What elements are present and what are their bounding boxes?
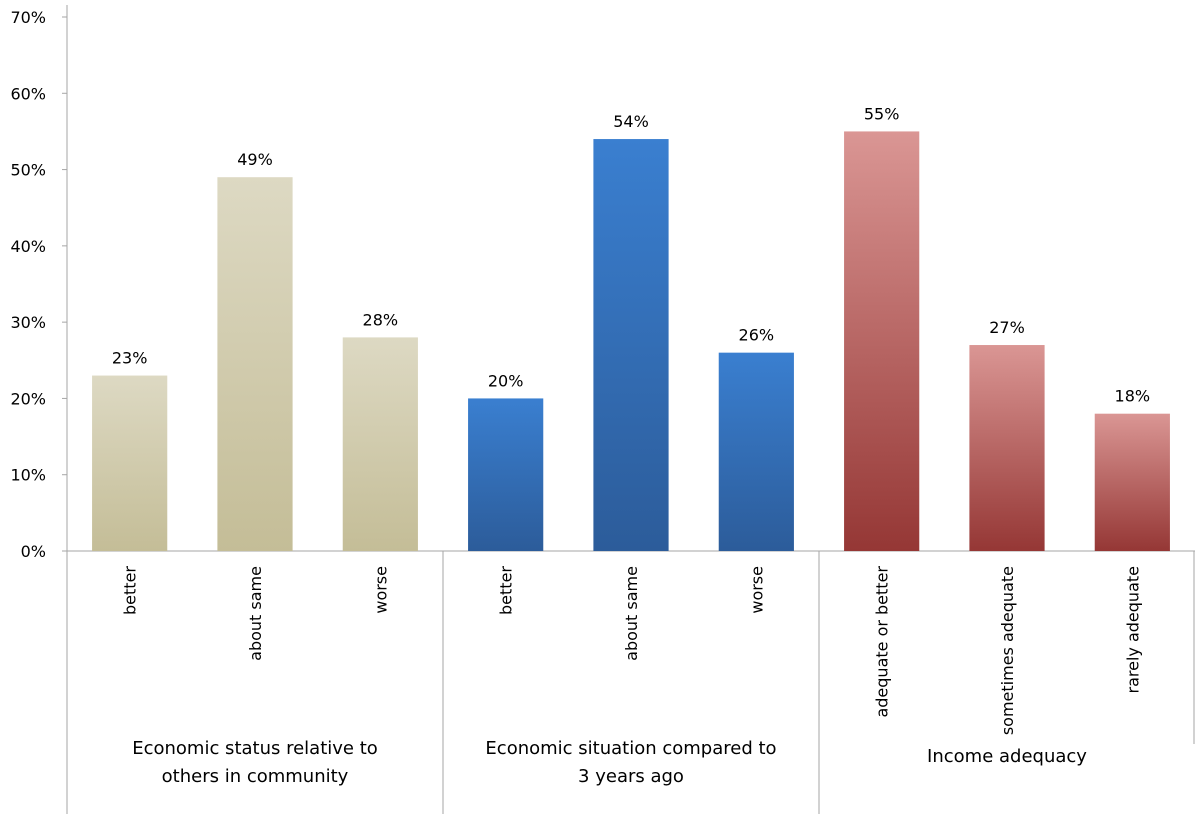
y-axis-ticks: 0% 10% 20% 30% 40% 50% 60% 70% — [10, 8, 67, 561]
group-labels: Economic status relative to others in com… — [132, 738, 1087, 787]
category-label: worse — [371, 566, 390, 614]
category-label: better — [497, 566, 516, 615]
group-label: 3 years ago — [578, 766, 684, 787]
category-label: adequate or better — [873, 566, 892, 718]
data-label: 23% — [112, 349, 148, 368]
data-label: 27% — [989, 318, 1025, 337]
data-label: 49% — [237, 150, 273, 169]
group-label: Income adequacy — [927, 746, 1087, 767]
y-tick-label: 20% — [10, 389, 46, 408]
category-labels: better about same worse better about same wor… — [121, 566, 1143, 736]
bar — [468, 398, 544, 551]
bar — [718, 352, 794, 551]
y-tick-label: 70% — [10, 8, 46, 27]
data-label: 55% — [864, 104, 900, 123]
y-tick-label: 60% — [10, 84, 46, 103]
bar — [844, 131, 920, 551]
category-label: about same — [622, 566, 641, 661]
category-label: rarely adequate — [1123, 566, 1142, 693]
data-label: 18% — [1115, 387, 1151, 406]
data-label: 26% — [739, 326, 775, 345]
category-label: sometimes adequate — [998, 566, 1017, 735]
category-label: better — [121, 566, 140, 615]
group-label: Economic status relative to — [132, 738, 378, 759]
y-tick-label: 0% — [21, 542, 46, 561]
group-label: others in community — [162, 766, 349, 787]
y-tick-label: 10% — [10, 466, 46, 485]
y-tick-label: 30% — [10, 313, 46, 332]
bar — [1094, 413, 1170, 551]
y-tick-label: 40% — [10, 237, 46, 256]
category-label: worse — [747, 566, 766, 614]
data-label: 28% — [363, 310, 399, 329]
y-tick-label: 50% — [10, 161, 46, 180]
bars — [92, 131, 1170, 552]
data-labels: 23% 49% 28% 20% 54% 26% 55% 27% 18% — [112, 104, 1150, 405]
bar — [342, 337, 418, 551]
group-label: Economic situation compared to — [485, 738, 776, 759]
bar — [217, 177, 293, 551]
bar — [92, 375, 168, 551]
data-label: 54% — [613, 112, 649, 131]
bar — [593, 139, 669, 552]
bar — [969, 345, 1045, 551]
data-label: 20% — [488, 371, 524, 390]
category-label: about same — [246, 566, 265, 661]
